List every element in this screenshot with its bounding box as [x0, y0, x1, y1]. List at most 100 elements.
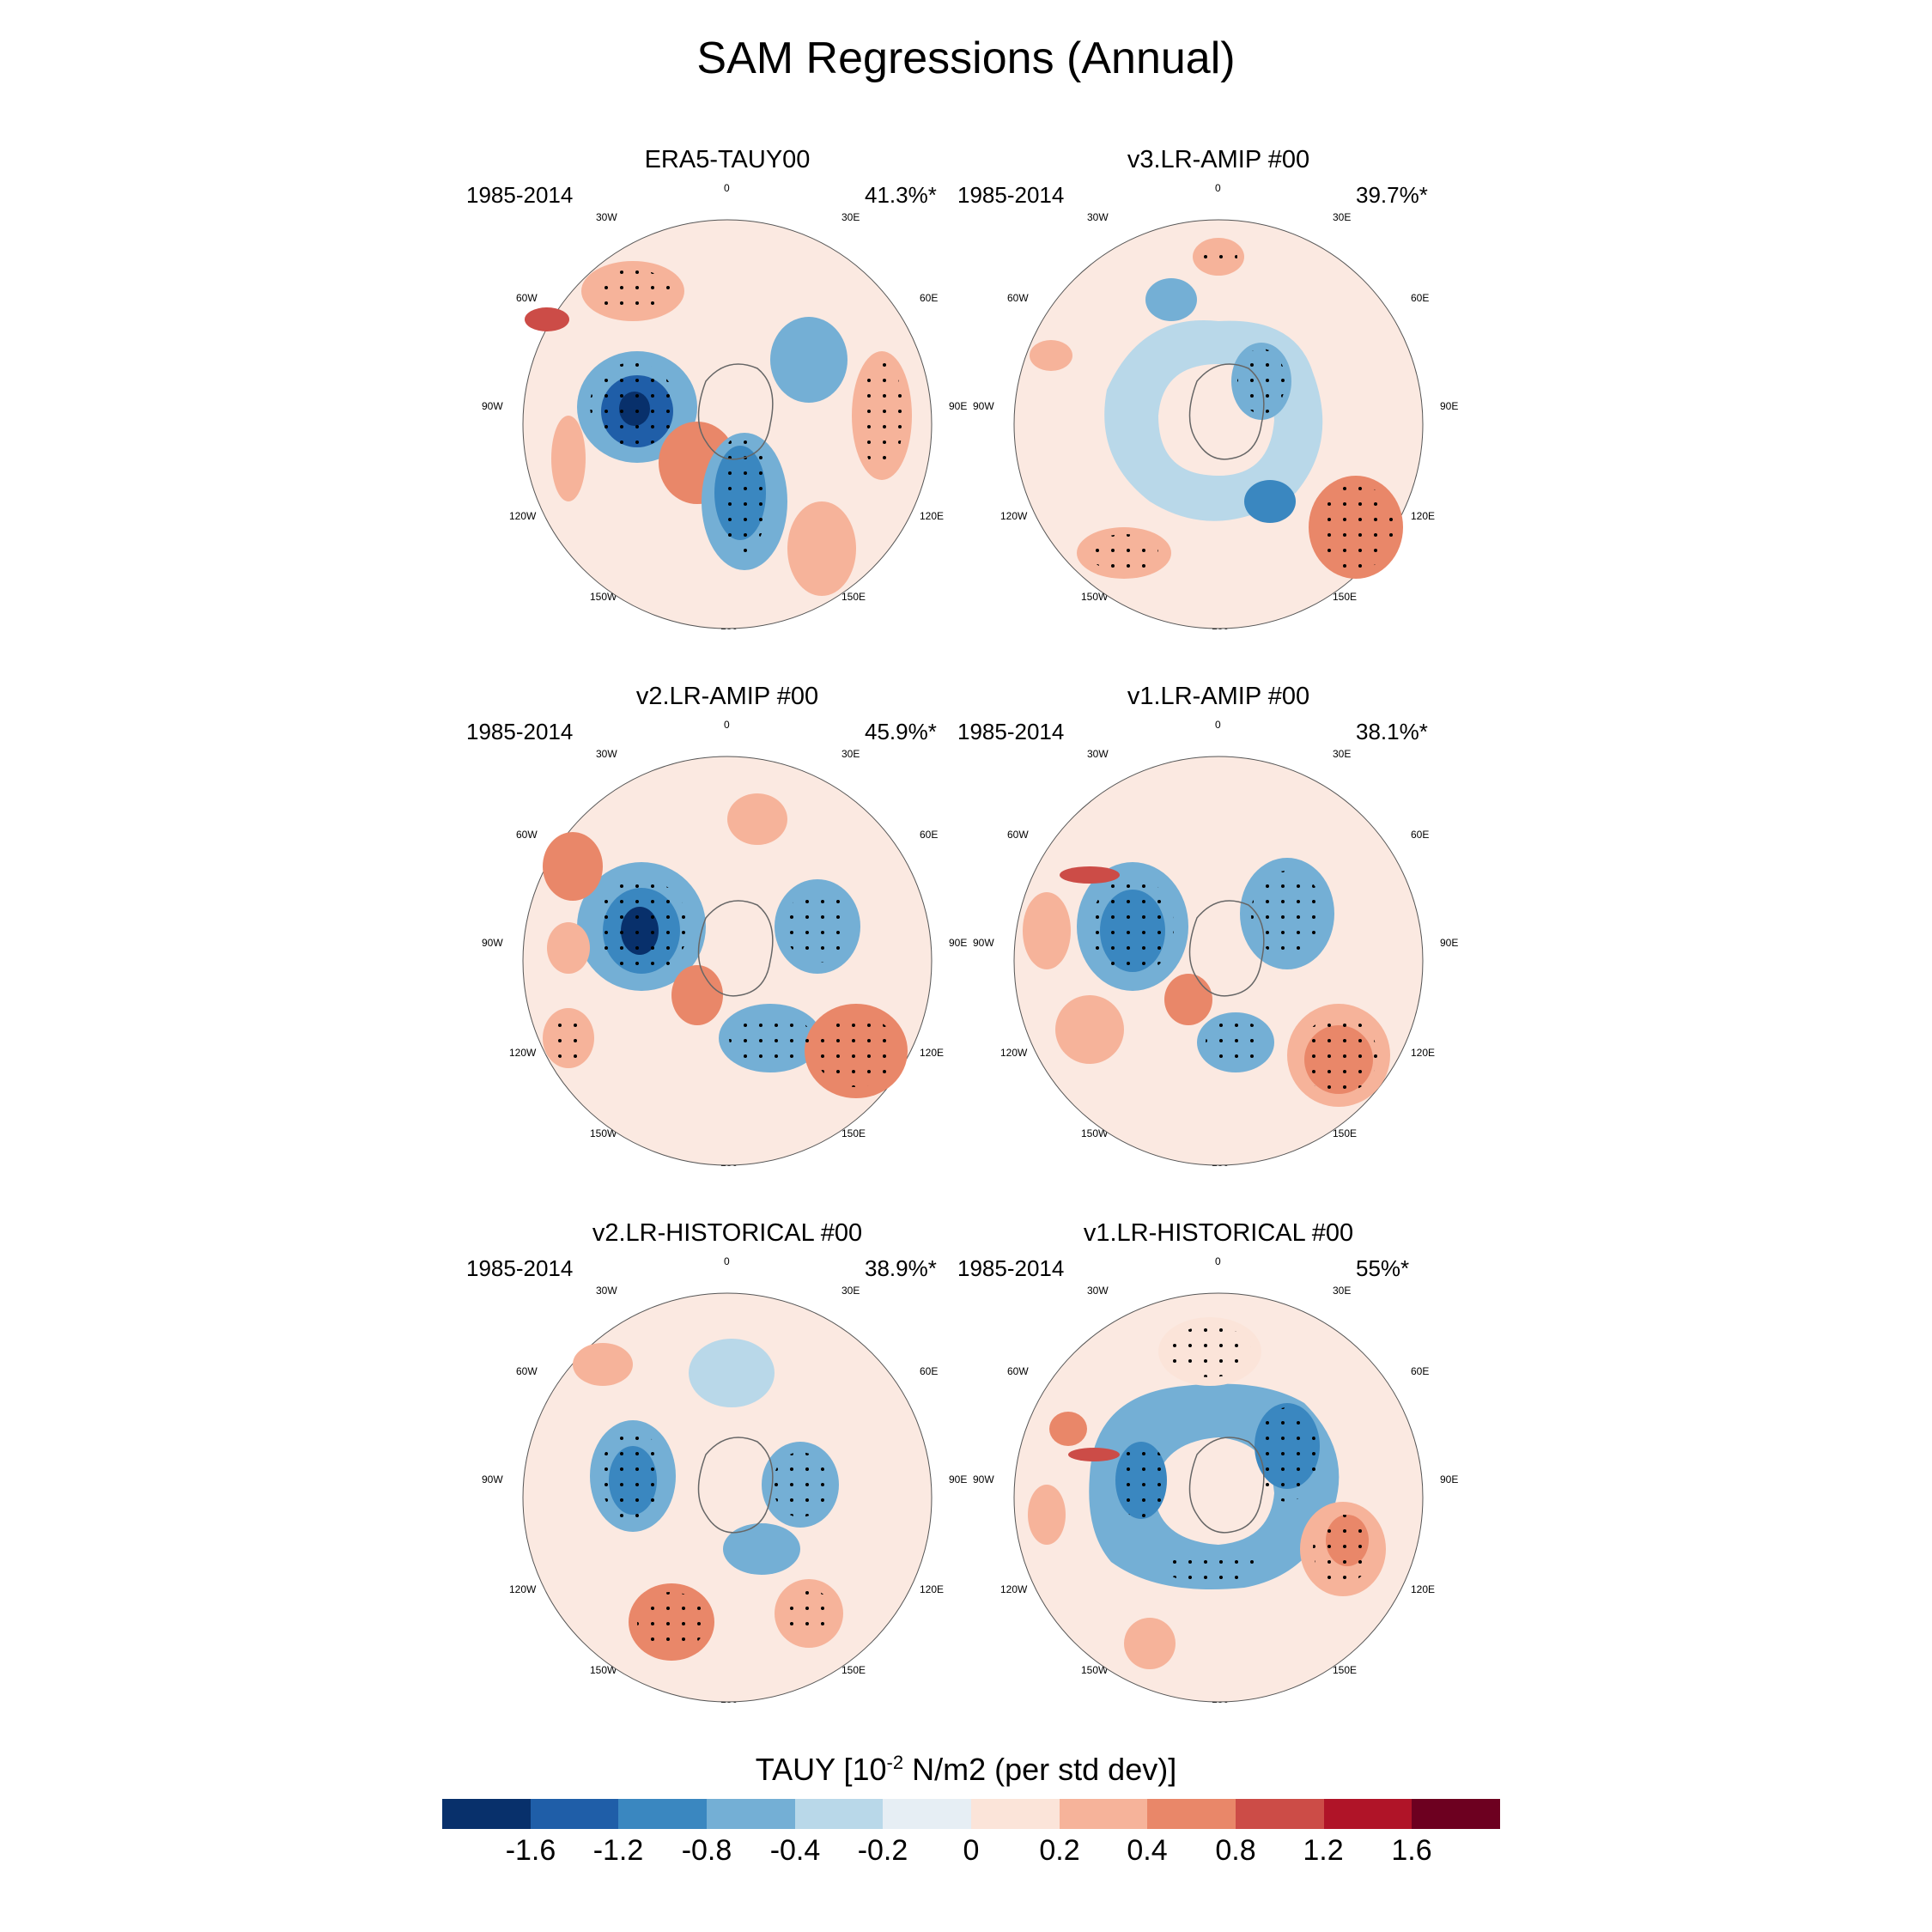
- lon-label: 150W: [590, 1127, 617, 1139]
- colorbar-title-suffix: N/m2 (per std dev)]: [903, 1752, 1177, 1787]
- colorbar-tick-label: -1.2: [592, 1834, 644, 1867]
- lon-label: 60W: [516, 292, 538, 304]
- lon-label: 60W: [1007, 1365, 1029, 1377]
- lon-label: 150W: [590, 591, 617, 603]
- field-blob: [1023, 892, 1071, 969]
- polar-map: [522, 219, 933, 629]
- lon-label: 150W: [1081, 1664, 1109, 1676]
- lon-label: 30W: [1087, 748, 1109, 760]
- lon-label: 60E: [1411, 829, 1430, 841]
- antarctica-outline: [1188, 1437, 1265, 1534]
- lon-label: 90E: [949, 937, 968, 949]
- field-blob: [1028, 1485, 1066, 1545]
- field-blob: [1244, 480, 1296, 523]
- lon-label: 150E: [841, 1664, 866, 1676]
- stippling: [1200, 243, 1237, 270]
- lon-label: 150E: [1333, 1664, 1358, 1676]
- lon-label: 150E: [841, 1127, 866, 1139]
- antarctica-outline: [697, 363, 774, 460]
- lon-label: 120E: [1411, 1583, 1436, 1595]
- colorbar-title: TAUY [10-2 N/m2 (per std dev)]: [0, 1752, 1932, 1788]
- stippling: [550, 1016, 587, 1060]
- panel-variance: 39.7%*: [1356, 182, 1428, 208]
- field-blob: [727, 793, 787, 845]
- colorbar-tick-label: -1.6: [505, 1834, 556, 1867]
- field-blob: [1145, 278, 1197, 321]
- colorbar-box: [971, 1799, 1060, 1829]
- lon-label: 120W: [1000, 510, 1028, 522]
- colorbar-tick-label: -0.2: [857, 1834, 908, 1867]
- colorbar-box: [442, 1799, 531, 1829]
- lon-label: 30W: [1087, 211, 1109, 223]
- lon-label: 0: [1215, 182, 1221, 194]
- lon-label: 150W: [590, 1664, 617, 1676]
- stippling: [785, 890, 850, 963]
- lon-label: 90W: [973, 937, 994, 949]
- lon-label: 60E: [1411, 292, 1430, 304]
- antarctica-outline: [1188, 363, 1265, 460]
- field-blob: [1030, 340, 1072, 371]
- lon-label: 0: [1215, 719, 1221, 731]
- field-blob: [1049, 1412, 1087, 1446]
- panel-period: 1985-2014: [957, 719, 1065, 744]
- panel-title: v2.LR-HISTORICAL #00: [592, 1219, 863, 1247]
- stippling: [590, 362, 676, 448]
- stippling: [1251, 871, 1323, 957]
- field-blob: [1068, 1448, 1120, 1461]
- stippling: [594, 270, 671, 313]
- lon-label: 90E: [1440, 400, 1459, 412]
- colorbar-tick-label: 0.4: [1127, 1834, 1168, 1867]
- polar-map: [1013, 219, 1424, 629]
- stippling: [1163, 1549, 1257, 1583]
- lon-label: 60W: [516, 1365, 538, 1377]
- stippling: [594, 879, 689, 974]
- map-panel: ERA5-TAUY00 1985-2014 41.3%* 0 30E 60E 9…: [418, 146, 1036, 661]
- stippling: [729, 1012, 811, 1064]
- lon-label: 90W: [482, 1473, 503, 1485]
- stippling: [1115, 1442, 1167, 1519]
- colorbar-box: [1147, 1799, 1236, 1829]
- field-blob: [551, 416, 586, 501]
- stippling: [1257, 1407, 1317, 1502]
- lon-label: 60E: [1411, 1365, 1430, 1377]
- stippling: [1091, 877, 1174, 976]
- panel-period: 1985-2014: [957, 1255, 1065, 1281]
- lon-label: 90E: [1440, 1473, 1459, 1485]
- lon-label: 0: [724, 719, 730, 731]
- lon-label: 150W: [1081, 1127, 1109, 1139]
- lon-label: 60W: [1007, 292, 1029, 304]
- lon-label: 30W: [596, 748, 617, 760]
- panel-variance: 41.3%*: [865, 182, 937, 208]
- colorbar-box: [1412, 1799, 1501, 1829]
- lon-label: 30E: [841, 1285, 860, 1297]
- polar-map: [1013, 756, 1424, 1166]
- lon-label: 90E: [949, 400, 968, 412]
- colorbar-tick-label: 1.2: [1303, 1834, 1344, 1867]
- lon-label: 120E: [920, 1583, 945, 1595]
- lon-label: 120E: [1411, 1047, 1436, 1059]
- field-blob: [525, 307, 569, 331]
- field-blob: [1055, 995, 1124, 1064]
- lon-label: 120E: [1411, 510, 1436, 522]
- stippling: [600, 1431, 665, 1521]
- stippling: [1237, 349, 1285, 414]
- panel-period: 1985-2014: [466, 182, 574, 208]
- stippling: [1090, 534, 1158, 572]
- colorbar-tick-label: 0.2: [1039, 1834, 1080, 1867]
- stippling: [860, 360, 903, 471]
- colorbar-box: [1059, 1799, 1148, 1829]
- field-blob: [543, 832, 603, 901]
- polar-map: [1013, 1292, 1424, 1703]
- field-blob: [1124, 1618, 1176, 1669]
- panel-title: v3.LR-AMIP #00: [1127, 146, 1310, 173]
- panel-variance: 45.9%*: [865, 719, 937, 744]
- antarctica-outline: [697, 900, 774, 997]
- polar-map: [522, 1292, 933, 1703]
- panel-period: 1985-2014: [957, 182, 1065, 208]
- panel-title: ERA5-TAUY00: [644, 146, 811, 173]
- lon-label: 120W: [509, 1047, 537, 1059]
- lon-label: 60W: [516, 829, 538, 841]
- field-blob: [547, 922, 590, 974]
- lon-label: 0: [724, 1255, 730, 1267]
- field-blob: [1060, 866, 1120, 884]
